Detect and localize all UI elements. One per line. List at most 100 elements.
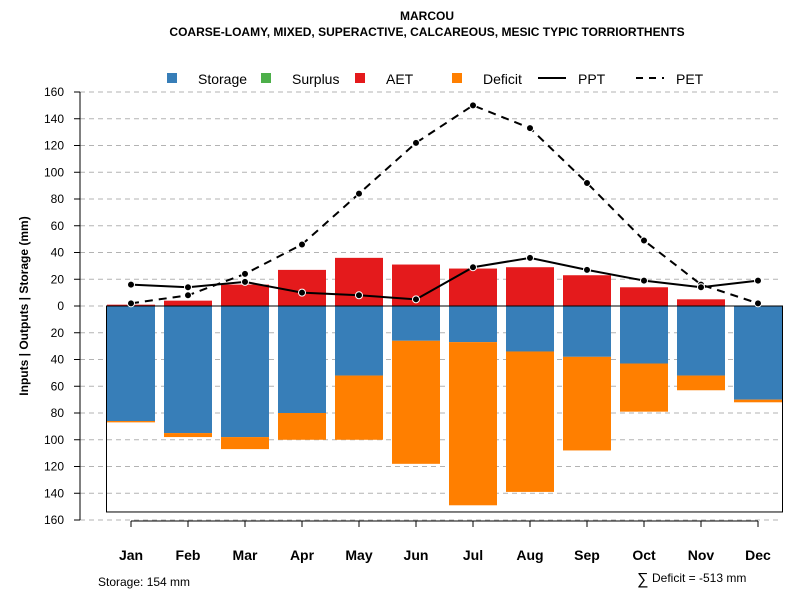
pet-point-jun xyxy=(412,138,420,147)
pet-point-jul xyxy=(469,101,477,110)
month-label-dec: Dec xyxy=(745,547,771,563)
ppt-point-sep xyxy=(583,265,591,274)
pet-line xyxy=(130,104,759,305)
deficit-sum-symbol: ∑ xyxy=(637,571,648,588)
legend-label-ppt: PPT xyxy=(578,71,606,87)
ppt-point-jan xyxy=(127,280,135,289)
storage-bar-jan xyxy=(107,306,155,422)
y-tick-label-9: 20 xyxy=(51,326,65,340)
aet-bar-oct xyxy=(620,287,668,306)
axes-layer: 160 140 120 100 80 60 40 20 0 20 40 60 80 100 120 140 16… xyxy=(44,85,771,563)
deficit-bar-oct xyxy=(620,363,668,412)
pet-point-dec xyxy=(754,299,762,308)
y-tick-label-10: 40 xyxy=(51,353,65,367)
month-label-mar: Mar xyxy=(233,547,258,563)
pet-point-oct xyxy=(640,236,648,245)
deficit-bar-aug xyxy=(506,351,554,492)
y-tick-label-16: 160 xyxy=(44,513,64,527)
ppt-point-mar xyxy=(241,277,249,286)
pet-point-may xyxy=(355,189,363,198)
bars-layer xyxy=(106,257,783,513)
aet-bar-sep xyxy=(563,275,611,306)
storage-note: Storage: 154 mm xyxy=(98,575,190,589)
storage-bar-jul xyxy=(449,306,497,343)
aet-bar-aug xyxy=(506,267,554,306)
y-tick-label-1: 140 xyxy=(44,112,64,126)
legend-swatch-storage xyxy=(167,73,177,83)
legend-label-surplus: Surplus xyxy=(292,71,339,87)
pet-point-mar xyxy=(241,269,249,278)
ppt-point-dec xyxy=(754,276,762,285)
y-tick-label-5: 60 xyxy=(51,219,65,233)
y-tick-label-8: 0 xyxy=(57,299,64,313)
ppt-point-aug xyxy=(526,253,534,262)
month-label-nov: Nov xyxy=(688,547,715,563)
y-tick-label-15: 140 xyxy=(44,486,64,500)
month-label-sep: Sep xyxy=(574,547,600,563)
chart-title: MARCOU xyxy=(400,9,454,23)
y-tick-label-12: 80 xyxy=(51,406,65,420)
aet-bar-feb xyxy=(164,300,212,306)
y-axis-title: Inputs | Outputs | Storage (mm) xyxy=(17,216,31,395)
storage-bar-feb xyxy=(164,306,212,434)
deficit-bar-dec xyxy=(734,399,782,403)
storage-bar-apr xyxy=(278,306,326,413)
month-label-aug: Aug xyxy=(516,547,543,563)
legend-label-storage: Storage xyxy=(198,71,247,87)
storage-bar-aug xyxy=(506,306,554,352)
pet-point-sep xyxy=(583,178,591,187)
y-tick-label-11: 60 xyxy=(51,379,65,393)
deficit-bar-may xyxy=(335,375,383,440)
ppt-point-jun xyxy=(412,295,420,304)
deficit-bar-jun xyxy=(392,340,440,464)
aet-bar-jul xyxy=(449,268,497,306)
aet-bar-nov xyxy=(677,299,725,306)
storage-bar-sep xyxy=(563,306,611,357)
pet-point-jan xyxy=(127,299,135,308)
month-label-feb: Feb xyxy=(176,547,201,563)
month-label-jun: Jun xyxy=(404,547,429,563)
legend-label-pet: PET xyxy=(676,71,704,87)
deficit-bar-mar xyxy=(221,437,269,450)
deficit-bar-nov xyxy=(677,375,725,391)
y-tick-label-4: 80 xyxy=(51,192,65,206)
storage-bar-nov xyxy=(677,306,725,376)
storage-bar-oct xyxy=(620,306,668,364)
legend: Storage Surplus AET Deficit PPT PET xyxy=(167,71,704,87)
deficit-bar-feb xyxy=(164,433,212,438)
month-label-apr: Apr xyxy=(290,547,315,563)
deficit-note: Deficit = -513 mm xyxy=(652,571,746,585)
month-label-oct: Oct xyxy=(632,547,656,563)
y-tick-label-6: 40 xyxy=(51,246,65,260)
chart-subtitle: COARSE-LOAMY, MIXED, SUPERACTIVE, CALCAR… xyxy=(169,25,684,39)
deficit-bar-jul xyxy=(449,342,497,506)
y-tick-label-0: 160 xyxy=(44,85,64,99)
y-tick-label-14: 120 xyxy=(44,460,64,474)
storage-bar-mar xyxy=(221,306,269,438)
y-tick-label-3: 100 xyxy=(44,165,64,179)
aet-bar-apr xyxy=(278,269,326,306)
month-label-jan: Jan xyxy=(119,547,143,563)
ppt-point-oct xyxy=(640,276,648,285)
y-tick-label-13: 100 xyxy=(44,433,64,447)
ppt-point-jul xyxy=(469,263,477,272)
storage-bar-dec xyxy=(734,306,782,400)
aet-bar-mar xyxy=(221,284,269,306)
pet-point-feb xyxy=(184,291,192,300)
ppt-point-nov xyxy=(697,283,705,292)
ppt-line xyxy=(130,256,759,301)
storage-bar-jun xyxy=(392,306,440,341)
lines-layer xyxy=(127,101,762,308)
legend-swatch-deficit xyxy=(452,73,462,83)
deficit-bar-sep xyxy=(563,356,611,451)
deficit-bar-apr xyxy=(278,413,326,440)
y-tick-label-7: 20 xyxy=(51,272,65,286)
deficit-bar-jan xyxy=(107,421,155,423)
legend-swatch-surplus xyxy=(261,73,271,83)
month-label-may: May xyxy=(345,547,372,563)
storage-bar-may xyxy=(335,306,383,376)
pet-point-aug xyxy=(526,124,534,133)
ppt-point-may xyxy=(355,291,363,300)
legend-swatch-aet xyxy=(355,73,365,83)
